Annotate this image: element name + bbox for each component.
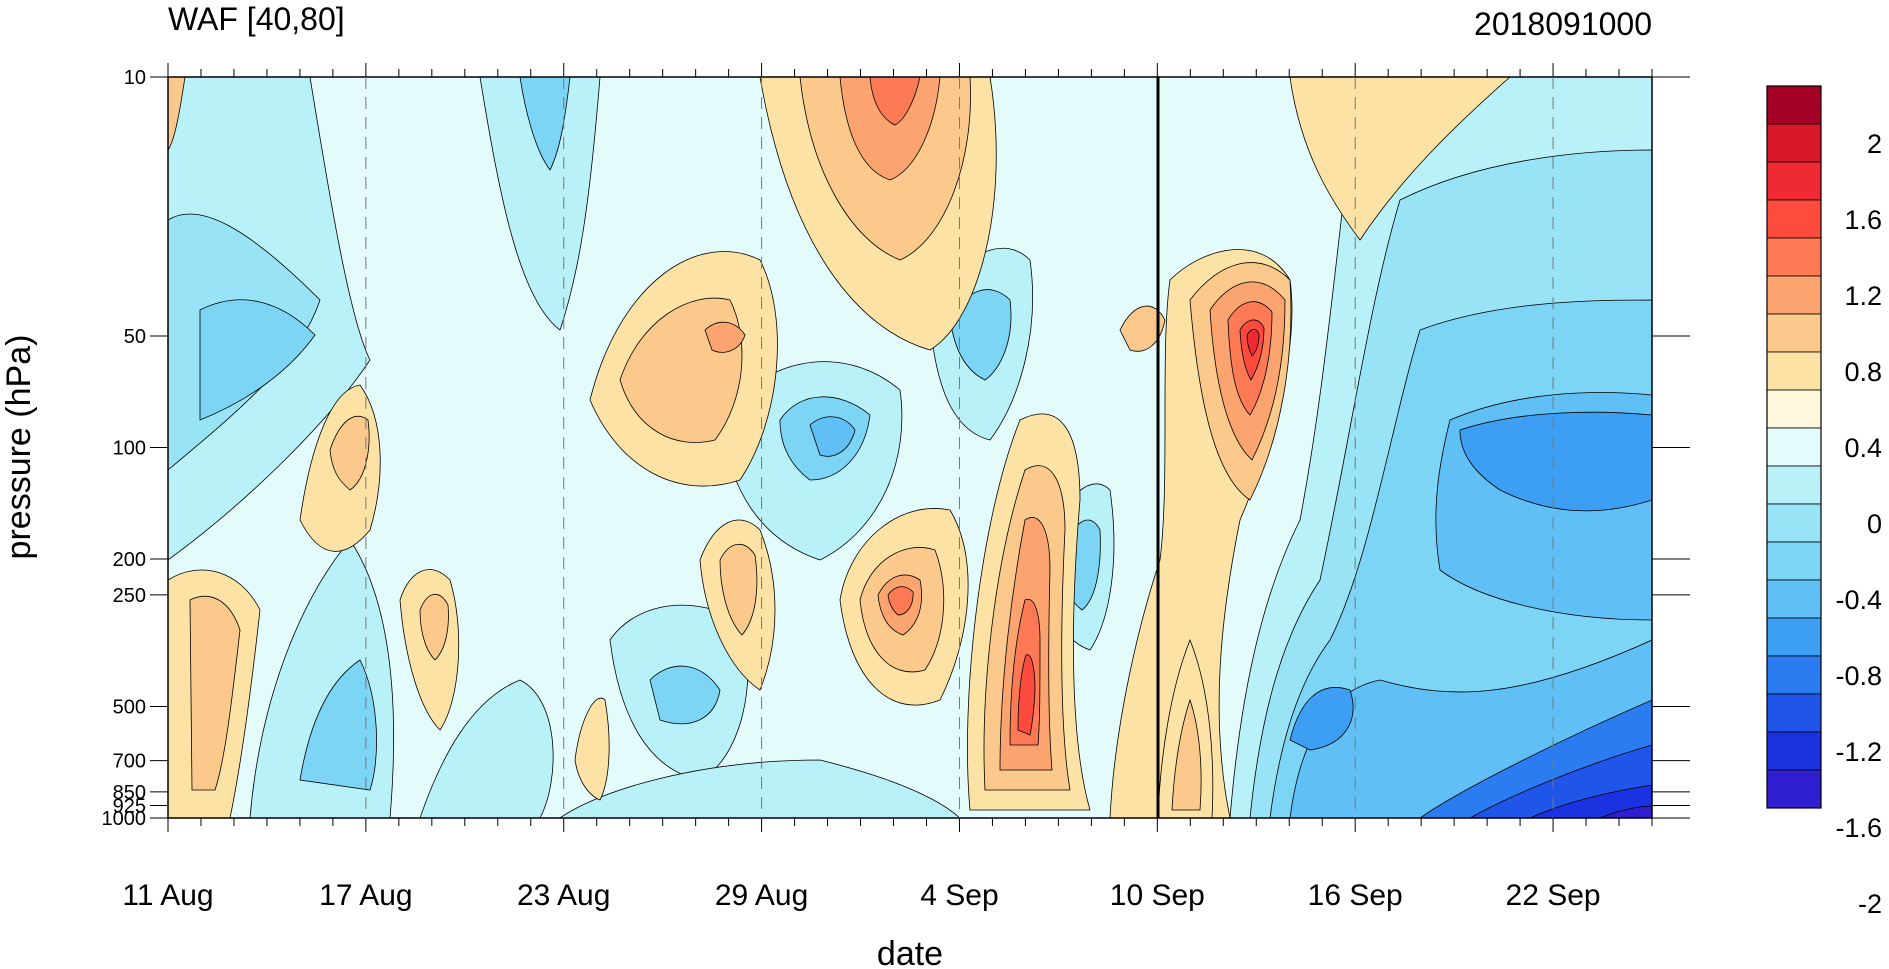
y-tick-label: 925 — [113, 795, 146, 817]
contour-negative-4sep2 — [949, 289, 1012, 381]
chart-subtitle: 2018091000 — [1474, 6, 1652, 42]
x-tick-label: 11 Aug — [122, 879, 213, 912]
colorbar-label: -0.4 — [1835, 585, 1882, 615]
y-tick-label: 850 — [113, 782, 146, 804]
colorbar-swatch — [1766, 693, 1822, 733]
contour-negative-lowleft2 — [299, 659, 377, 791]
x-ticks: 11 Aug 17 Aug 23 Aug 29 Aug 4 Sep 10 Sep 16 Se… — [122, 63, 1653, 912]
colorbar-swatch — [1766, 541, 1822, 581]
contour-positive-2sep4 — [887, 586, 914, 616]
contour-negative-topmid2 — [519, 77, 571, 171]
colorbar-swatch — [1766, 85, 1822, 125]
colorbar-swatch — [1766, 237, 1822, 277]
colorbar-swatch — [1766, 769, 1822, 809]
y-tick-label: 500 — [113, 696, 146, 718]
colorbar-label: -1.2 — [1835, 737, 1882, 767]
colorbar-label: 0.4 — [1844, 433, 1882, 463]
colorbar-label: 1.2 — [1844, 281, 1882, 311]
contour-negative-left3 — [199, 299, 316, 421]
colorbar-swatch — [1766, 579, 1822, 619]
x-axis-label: date — [877, 935, 943, 969]
x-tick-label: 16 Sep — [1308, 879, 1403, 912]
contour-positive-6sep5 — [1017, 654, 1036, 736]
contour-positive-25aug — [574, 697, 610, 801]
colorbar-swatch — [1766, 427, 1822, 467]
x-tick-label: 23 Aug — [517, 879, 610, 912]
contour-positive-10sep-low2 — [1171, 698, 1202, 811]
colorbar-swatch — [1766, 655, 1822, 695]
contour-positive-20aug2 — [419, 593, 449, 661]
colorbar-swatch — [1766, 275, 1822, 315]
colorbar-label: -2 — [1858, 889, 1882, 919]
contour-positive-29aug3 — [704, 321, 746, 353]
colorbar-swatch — [1766, 465, 1822, 505]
contour-negative-lowmid — [419, 679, 554, 818]
colorbar-swatch — [1766, 617, 1822, 657]
x-tick-label: 29 Aug — [715, 879, 808, 912]
contour-negative-bottommid — [559, 759, 961, 818]
contour-positive-29aug-low2 — [719, 543, 758, 636]
x-tick-label: 22 Sep — [1506, 879, 1601, 912]
y-tick-label: 100 — [113, 438, 146, 460]
contour-positive-17aug2 — [329, 415, 370, 491]
colorbar-swatch — [1766, 199, 1822, 239]
colorbar-swatch — [1766, 313, 1822, 353]
chart-title: WAF [40,80] — [168, 1, 345, 37]
contour-positive-10sep-mid — [1119, 305, 1166, 352]
colorbar-swatch — [1766, 731, 1822, 771]
contour-negative-center3 — [809, 416, 856, 457]
contour-negative-mid2 — [649, 665, 721, 725]
contour-negative-right10 — [1599, 805, 1652, 818]
contour-field — [168, 77, 1652, 818]
contour-negative-22sep — [1459, 411, 1652, 512]
contour-negative-topmid — [479, 77, 601, 331]
colorbar-swatch — [1766, 351, 1822, 391]
y-tick-label: 250 — [113, 585, 146, 607]
contour-positive-right-top — [1289, 77, 1511, 241]
contour-positive-top-center3 — [839, 77, 941, 181]
y-tick-label: 200 — [113, 549, 146, 571]
colorbar-swatch — [1766, 123, 1822, 163]
colorbar-swatch — [1766, 503, 1822, 543]
y-tick-label: 50 — [124, 326, 146, 348]
colorbar-swatch — [1766, 389, 1822, 429]
x-tick-label: 10 Sep — [1110, 879, 1205, 912]
colorbar-label: 2 — [1867, 129, 1882, 159]
contour-negative-right6 — [1289, 687, 1354, 751]
y-tick-label: 10 — [124, 67, 146, 89]
colorbar-label: 1.6 — [1844, 205, 1882, 235]
contour-positive-left-edge2 — [189, 595, 241, 791]
x-tick-label: 17 Aug — [319, 879, 412, 912]
colorbar-label: -1.6 — [1835, 813, 1882, 843]
colorbar-swatch — [1766, 161, 1822, 201]
x-tick-label: 4 Sep — [920, 879, 998, 912]
y-tick-label: 1000 — [102, 808, 147, 830]
contour-positive-top-center4 — [869, 77, 921, 126]
colorbar-label: 0.8 — [1844, 357, 1882, 387]
colorbar-label: 0 — [1867, 509, 1882, 539]
colorbar: 2 1.6 1.2 0.8 0.4 0 -0.4 -0.8 -1.2 -1.6 -2 — [1766, 85, 1882, 919]
y-axis-label: pressure (hPa) — [0, 335, 38, 560]
colorbar-label: -0.8 — [1835, 661, 1882, 691]
contour-positive-12sep4 — [1246, 328, 1260, 357]
y-tick-label: 700 — [113, 751, 146, 773]
colorbar-frame — [1766, 85, 1822, 809]
